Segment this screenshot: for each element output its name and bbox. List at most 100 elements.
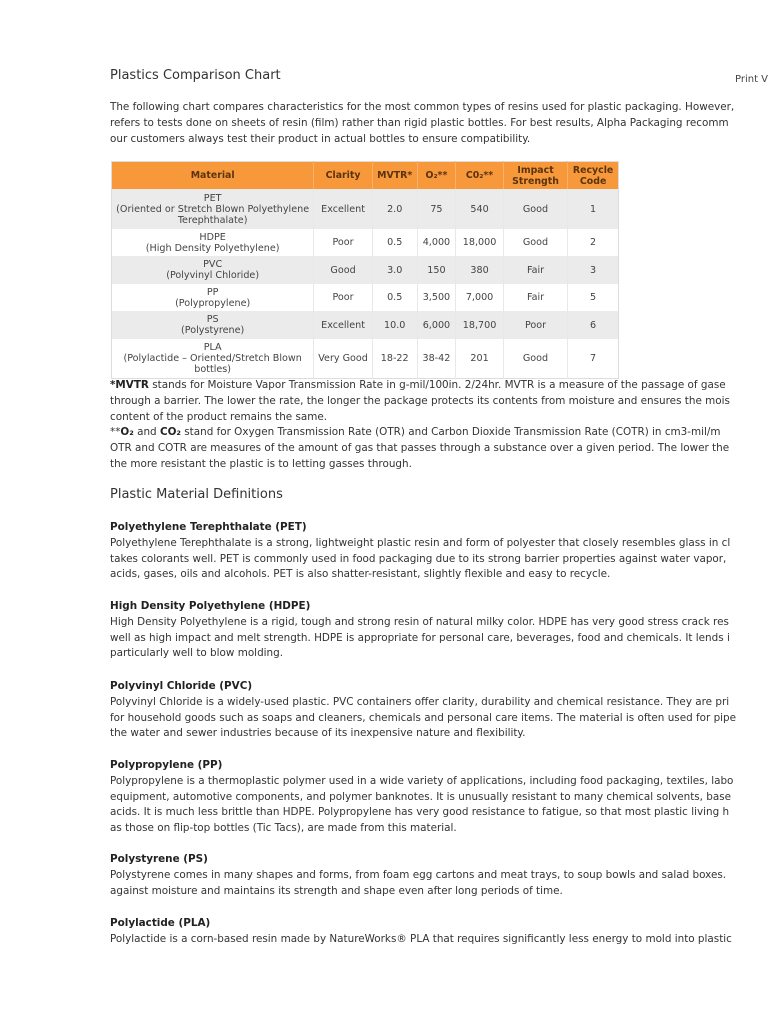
intro-paragraph: The following chart compares characteris… <box>110 100 734 147</box>
footnote-line: content of the product remains the same. <box>110 410 328 423</box>
definition-line: acids, gases, oils and alcohols. PET is … <box>110 568 611 581</box>
intro-line: The following chart compares characteris… <box>110 101 735 113</box>
cell-o2: 38-42 <box>417 339 457 378</box>
cell-code: 6 <box>567 311 619 339</box>
definition-heading: Polyvinyl Chloride (PVC) <box>110 680 253 692</box>
cell-clarity: Very Good <box>313 339 373 378</box>
cell-o2: 75 <box>417 189 457 229</box>
material-abbr: PVC <box>203 259 223 270</box>
cell-clarity: Poor <box>313 229 373 256</box>
cell-mvtr: 18-22 <box>372 339 418 378</box>
definition-heading: Polystyrene (PS) <box>110 853 208 865</box>
table-header-row: Material Clarity MVTR* O₂** C0₂** Impact… <box>111 161 619 189</box>
material-name: (Polylactide – Oriented/Stretch Blown bo… <box>123 352 302 375</box>
cell-co2: 201 <box>455 339 504 378</box>
definition-line: Polyvinyl Chloride is a widely-used plas… <box>110 695 730 708</box>
cell-material: PP (Polypropylene) <box>111 284 315 311</box>
material-name: (Polypropylene) <box>175 297 251 309</box>
definition-section: Polylactide (PLA) Polylactide is a corn-b… <box>110 916 732 948</box>
definition-section: Polyvinyl Chloride (PVC) Polyvinyl Chlori… <box>110 679 736 742</box>
definition-section: High Density Polyethylene (HDPE) High Den… <box>110 599 730 662</box>
definition-heading: High Density Polyethylene (HDPE) <box>110 600 311 612</box>
material-abbr: PS <box>206 314 219 325</box>
table-row: PP (Polypropylene) Poor 0.5 3,500 7,000 Fair 5 <box>111 284 619 311</box>
col-impact: Impact Strength <box>503 161 569 189</box>
cell-impact: Fair <box>503 284 569 311</box>
cell-co2: 7,000 <box>455 284 504 311</box>
definition-line: well as high impact and melt strength. H… <box>110 631 730 644</box>
intro-line: refers to tests done on sheets of resin … <box>110 116 729 129</box>
definition-line: Polypropylene is a thermoplastic polymer… <box>110 774 734 787</box>
col-material: Material <box>111 161 315 189</box>
cell-material: PVC (Polyvinyl Chloride) <box>111 256 315 284</box>
cell-o2: 4,000 <box>417 229 457 256</box>
material-abbr: HDPE <box>199 231 226 243</box>
material-name: (Polystyrene) <box>181 325 245 336</box>
cell-mvtr: 10.0 <box>372 311 418 339</box>
cell-code: 1 <box>567 189 619 229</box>
definition-section: Polystyrene (PS) Polystyrene comes in man… <box>110 852 726 899</box>
definition-line: High Density Polyethylene is a rigid, to… <box>110 615 729 628</box>
definition-line: Polystyrene comes in many shapes and for… <box>110 868 727 881</box>
cell-clarity: Poor <box>313 284 373 311</box>
print-version-link[interactable]: Print V <box>735 74 768 85</box>
material-abbr: PLA <box>203 341 222 353</box>
definition-line: as those on flip-top bottles (Tic Tacs),… <box>110 822 457 835</box>
table-row: PS (Polystyrene) Excellent 10.0 6,000 18,700 P… <box>111 311 619 339</box>
cell-o2: 6,000 <box>417 311 457 339</box>
cell-clarity: Excellent <box>313 189 373 229</box>
definition-line: for household goods such as soaps and cl… <box>110 711 737 724</box>
definition-line: Polyethylene Terephthalate is a strong, … <box>110 536 731 549</box>
definition-section: Polyethylene Terephthalate (PET) Polyethy… <box>110 520 730 583</box>
cell-material: PS (Polystyrene) <box>111 311 315 339</box>
definition-heading: Polypropylene (PP) <box>110 759 223 771</box>
table-row: PLA (Polylactide – Oriented/Stretch Blown… <box>111 339 619 378</box>
cell-co2: 18,700 <box>455 311 504 339</box>
cell-mvtr: 3.0 <box>372 256 418 284</box>
cell-impact: Poor <box>503 311 569 339</box>
definition-line: equipment, automotive components, and po… <box>110 790 732 803</box>
footnote-line: the more resistant the plastic is to let… <box>110 457 412 470</box>
cell-mvtr: 0.5 <box>372 284 418 311</box>
definitions-title: Plastic Material Definitions <box>110 487 283 502</box>
definition-section: Polypropylene (PP) Polypropylene is a the… <box>110 758 733 837</box>
cell-co2: 380 <box>455 256 504 284</box>
cell-code: 3 <box>567 256 619 284</box>
cell-impact: Good <box>503 339 569 378</box>
footnotes: *MVTR stands for Moisture Vapor Transmis… <box>110 378 730 473</box>
definition-line: takes colorants well. PET is commonly us… <box>110 552 727 565</box>
cell-co2: 18,000 <box>455 229 504 256</box>
definition-line: the water and sewer industries because o… <box>110 727 526 740</box>
material-abbr: PET <box>203 192 222 204</box>
material-name: (Oriented or Stretch Blown Polyethylene … <box>116 203 310 226</box>
definition-heading: Polylactide (PLA) <box>110 917 211 929</box>
footnote-line: OTR and COTR are measures of the amount … <box>110 442 730 455</box>
col-co2: C0₂** <box>455 161 504 189</box>
cell-impact: Fair <box>503 256 569 284</box>
cell-clarity: Excellent <box>313 311 373 339</box>
material-name: (Polyvinyl Chloride) <box>166 270 260 281</box>
table-row: HDPE (High Density Polyethylene) Poor 0.5 4,… <box>111 229 619 256</box>
footnote-mvtr: *MVTR stands for Moisture Vapor Transmis… <box>110 379 726 391</box>
col-clarity: Clarity <box>313 161 373 189</box>
table-row: PVC (Polyvinyl Chloride) Good 3.0 150 380 Fair… <box>111 256 619 284</box>
cell-o2: 3,500 <box>417 284 457 311</box>
definition-line: acids. It is much less brittle than HDPE… <box>110 806 730 819</box>
cell-code: 2 <box>567 229 619 256</box>
cell-code: 7 <box>567 339 619 378</box>
cell-material: PET (Oriented or Stretch Blown Polyethyle… <box>111 189 315 229</box>
cell-o2: 150 <box>417 256 457 284</box>
cell-material: PLA (Polylactide – Oriented/Stretch Blown… <box>111 339 315 378</box>
page-title: Plastics Comparison Chart <box>110 68 281 83</box>
definition-line: against moisture and maintains its stren… <box>110 884 563 897</box>
definition-line: Polylactide is a corn-based resin made b… <box>110 932 732 945</box>
cell-mvtr: 0.5 <box>372 229 418 256</box>
definition-line: particularly well to blow molding. <box>110 647 284 660</box>
footnote-line: through a barrier. The lower the rate, t… <box>110 394 730 407</box>
cell-co2: 540 <box>455 189 504 229</box>
definition-heading: Polyethylene Terephthalate (PET) <box>110 521 307 533</box>
cell-code: 5 <box>567 284 619 311</box>
intro-line: our customers always test their product … <box>110 132 531 145</box>
cell-mvtr: 2.0 <box>372 189 418 229</box>
material-name: (High Density Polyethylene) <box>145 242 280 254</box>
